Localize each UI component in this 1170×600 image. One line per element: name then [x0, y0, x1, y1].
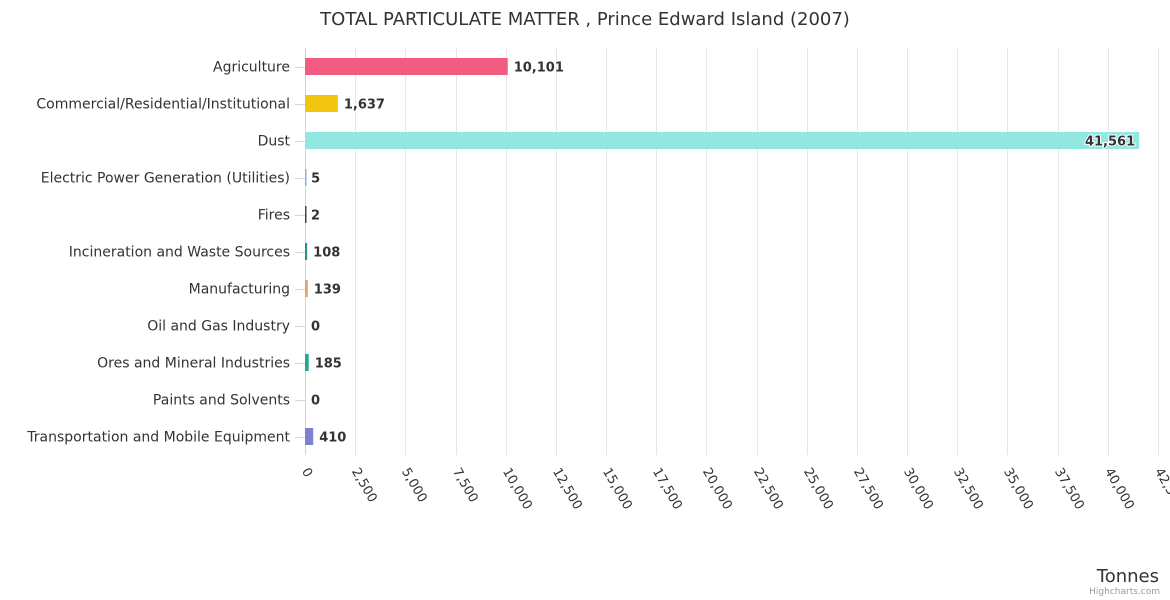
data-label: 410: [319, 431, 346, 446]
category-labels: Agriculture Commercial/Residential/Instit…: [26, 60, 290, 446]
x-tick-label: 15,000: [599, 466, 635, 513]
category-label: Fires: [258, 208, 290, 224]
x-tick-label: 2,500: [348, 466, 380, 506]
data-label: 139: [314, 283, 341, 298]
chart-title: TOTAL PARTICULATE MATTER , Prince Edward…: [319, 9, 850, 30]
data-label: 41,561: [1085, 135, 1135, 150]
category-label: Electric Power Generation (Utilities): [41, 171, 290, 187]
bar[interactable]: [305, 243, 308, 260]
x-tick-label: 37,500: [1051, 466, 1087, 513]
x-tick-label: 27,500: [850, 466, 886, 513]
x-tick-label: 7,500: [449, 466, 481, 506]
data-label: 185: [315, 357, 342, 372]
data-label: 0: [311, 394, 320, 409]
bar[interactable]: [305, 95, 338, 112]
data-label: 10,101: [514, 61, 564, 76]
category-label: Ores and Mineral Industries: [97, 356, 290, 372]
category-label: Transportation and Mobile Equipment: [26, 430, 290, 446]
x-tick-label: 0: [298, 466, 315, 481]
category-label: Agriculture: [213, 60, 290, 76]
data-label: 1,637: [344, 98, 385, 113]
x-axis-ticks: 0 2,500 5,000 7,500 10,000 12,500 15,000 17,500…: [298, 466, 1170, 513]
category-label: Paints and Solvents: [153, 393, 290, 409]
x-tick-label: 25,000: [800, 466, 836, 513]
bar[interactable]: [305, 58, 508, 75]
x-tick-label: 22,500: [750, 466, 786, 513]
x-tick-label: 10,000: [499, 466, 535, 513]
bar[interactable]: [305, 206, 307, 223]
data-label: 5: [311, 172, 320, 187]
x-tick-label: 32,500: [950, 466, 986, 513]
bars: [305, 58, 1140, 445]
data-label: 108: [313, 246, 340, 261]
category-label: Manufacturing: [189, 282, 290, 298]
bar[interactable]: [305, 169, 307, 186]
bar[interactable]: [305, 354, 309, 371]
data-label: 2: [311, 209, 320, 224]
category-label: Commercial/Residential/Institutional: [36, 97, 290, 113]
data-labels: 10,101 1,637 41,561 5 2 108 139 0 185 0 410: [311, 61, 1136, 446]
x-tick-label: 35,000: [1000, 466, 1036, 513]
data-label: 0: [311, 320, 320, 335]
x-tick-label: 42,500: [1151, 466, 1170, 513]
category-label: Oil and Gas Industry: [147, 319, 290, 335]
x-tick-label: 12,500: [549, 466, 585, 513]
x-tick-label: 40,000: [1101, 466, 1137, 513]
x-tick-label: 30,000: [900, 466, 936, 513]
category-label: Incineration and Waste Sources: [69, 245, 290, 261]
gridlines: [295, 48, 1159, 455]
bar[interactable]: [305, 428, 314, 445]
x-tick-label: 17,500: [649, 466, 685, 513]
x-tick-label: 20,000: [699, 466, 735, 513]
x-axis-title: Tonnes: [1096, 566, 1159, 587]
credits-link[interactable]: Highcharts.com: [1089, 587, 1160, 597]
bar[interactable]: [305, 132, 1140, 149]
x-tick-label: 5,000: [398, 466, 430, 506]
category-label: Dust: [258, 134, 291, 150]
bar[interactable]: [305, 280, 308, 297]
